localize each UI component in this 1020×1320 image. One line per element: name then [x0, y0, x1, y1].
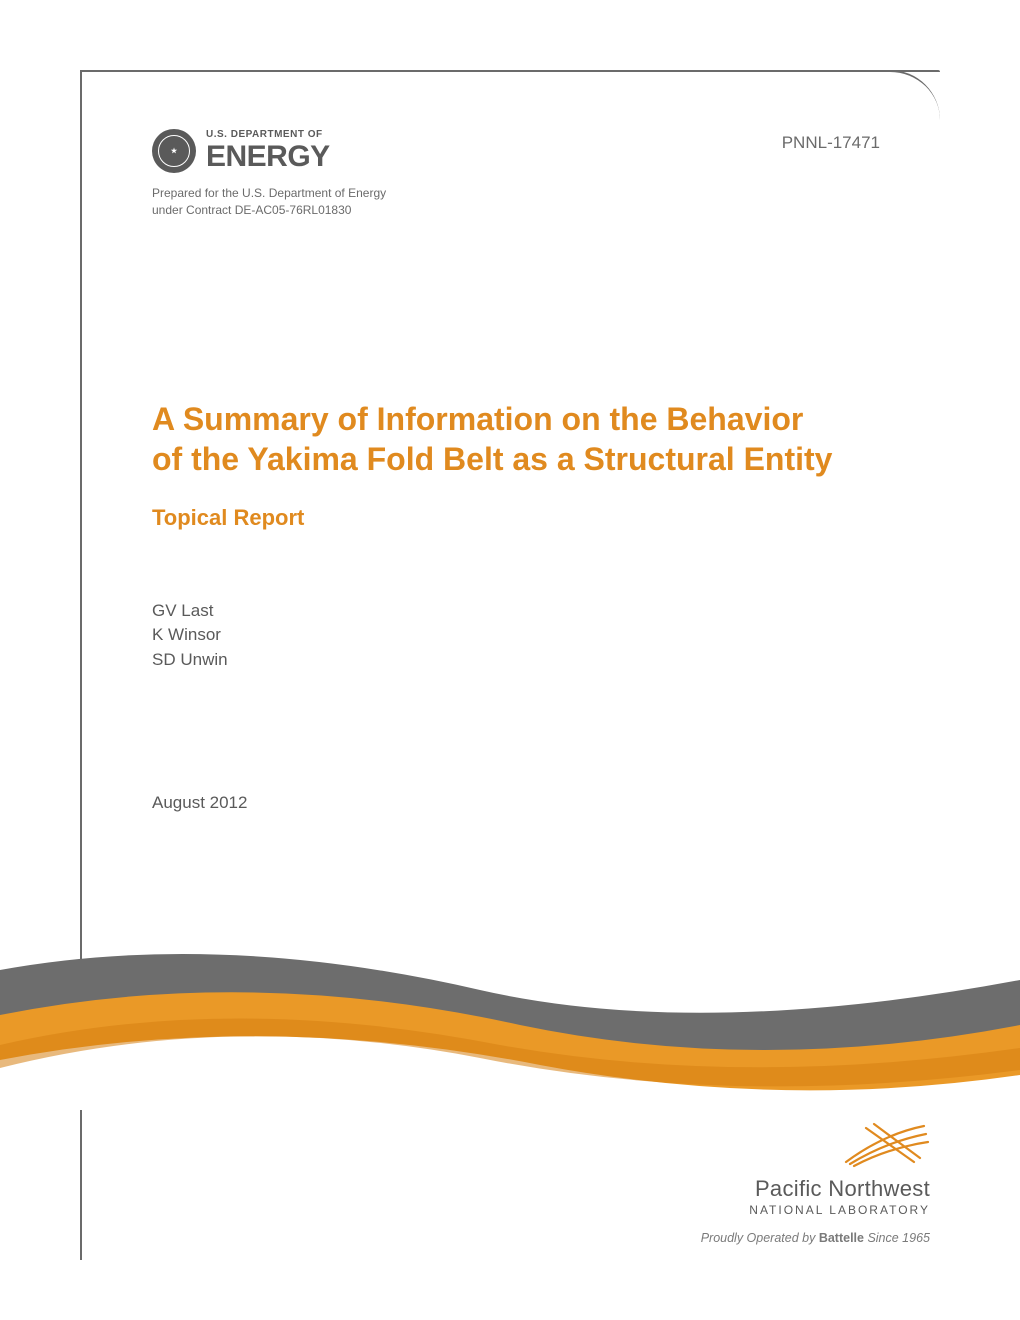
document-date: August 2012 — [152, 793, 840, 813]
doe-energy-line: ENERGY — [206, 142, 330, 172]
author-list: GV Last K Winsor SD Unwin — [152, 599, 840, 673]
swoosh-graphic — [0, 930, 1020, 1110]
document-subtitle: Topical Report — [152, 505, 840, 531]
doe-logo: ★ U.S. DEPARTMENT OF ENERGY — [152, 129, 386, 173]
pnnl-lab: NATIONAL LABORATORY — [749, 1203, 930, 1217]
pnnl-tagline: Proudly Operated by Battelle Since 1965 — [701, 1231, 930, 1245]
document-title: A Summary of Information on the Behavior… — [152, 399, 840, 479]
tagline-prefix: Proudly Operated by — [701, 1231, 819, 1245]
author: K Winsor — [152, 623, 840, 648]
doe-wordmark: U.S. DEPARTMENT OF ENERGY — [206, 130, 330, 172]
header-row: ★ U.S. DEPARTMENT OF ENERGY Prepared for… — [82, 74, 940, 219]
prepared-line-2: under Contract DE-AC05-76RL01830 — [152, 202, 386, 219]
tagline-suffix: Since 1965 — [864, 1231, 930, 1245]
author: GV Last — [152, 599, 840, 624]
report-id: PNNL-17471 — [782, 133, 880, 153]
pnnl-name: Pacific Northwest — [755, 1176, 930, 1202]
doe-dept-line: U.S. DEPARTMENT OF — [206, 130, 330, 140]
title-block: A Summary of Information on the Behavior… — [82, 219, 940, 813]
prepared-line-1: Prepared for the U.S. Department of Ener… — [152, 185, 386, 202]
swoosh-icon — [0, 930, 1020, 1110]
doe-seal-icon: ★ — [152, 129, 196, 173]
pnnl-logo-icon — [840, 1118, 930, 1170]
doe-block: ★ U.S. DEPARTMENT OF ENERGY Prepared for… — [152, 129, 386, 219]
pnnl-footer: Pacific Northwest NATIONAL LABORATORY Pr… — [701, 1118, 930, 1245]
prepared-for-text: Prepared for the U.S. Department of Ener… — [152, 185, 386, 219]
tagline-battelle: Battelle — [819, 1231, 864, 1245]
author: SD Unwin — [152, 648, 840, 673]
